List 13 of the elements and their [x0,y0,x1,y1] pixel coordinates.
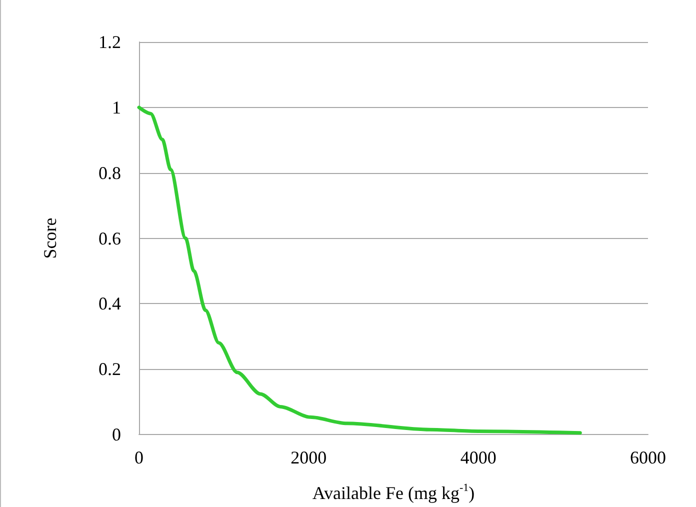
y-tick-label: 1 [112,97,121,118]
y-tick-label: 0 [112,424,121,444]
x-tick-label: 0 [134,448,144,468]
y-tick-label: 0.4 [98,294,121,314]
x-tick-label: 4000 [460,448,496,468]
y-tick-label: 0.6 [98,228,121,248]
y-tick-label: 1.2 [98,32,121,52]
y-tick-label: 0.8 [98,162,121,183]
x-tick-label: 6000 [630,448,666,468]
y-tick-label: 0.2 [98,359,121,380]
y-axis-title: Score [40,218,60,259]
line-series [137,106,582,435]
x-tick-label: 2000 [290,448,327,468]
